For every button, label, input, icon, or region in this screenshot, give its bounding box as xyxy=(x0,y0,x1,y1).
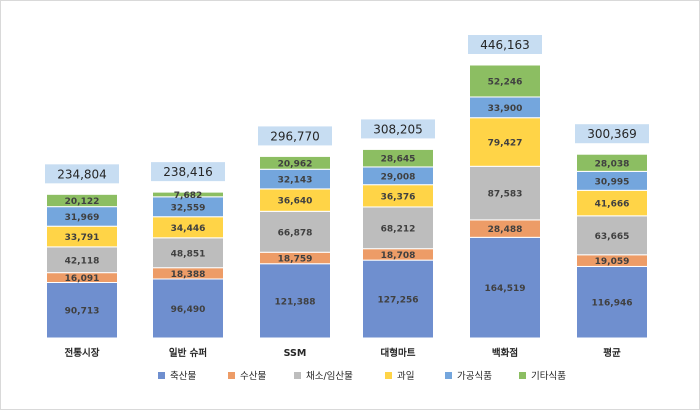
data-label: 36,376 xyxy=(381,192,416,202)
total-label: 238,416 xyxy=(163,165,213,179)
data-label: 68,212 xyxy=(381,224,416,234)
x-tick-label: 전통시장 xyxy=(65,347,100,359)
bar-segment-6-6 xyxy=(576,153,648,172)
bar-segment-6-3 xyxy=(259,155,331,170)
data-label: 18,708 xyxy=(381,251,416,261)
total-box xyxy=(361,119,435,139)
total-box xyxy=(45,164,119,184)
legend-swatch xyxy=(158,372,165,379)
data-label: 41,666 xyxy=(595,200,630,210)
data-label: 28,645 xyxy=(381,155,416,165)
bar-segment-6-4 xyxy=(362,148,434,168)
data-label: 63,665 xyxy=(595,232,630,242)
data-label: 66,878 xyxy=(278,228,313,238)
data-label: 29,008 xyxy=(381,172,416,182)
legend-swatch xyxy=(519,372,526,379)
data-label: 31,969 xyxy=(65,213,100,223)
data-label: 20,122 xyxy=(65,197,100,207)
data-label: 34,446 xyxy=(171,224,206,234)
data-label: 127,256 xyxy=(378,296,419,306)
bar-segment-4-5 xyxy=(469,117,541,167)
data-label: 52,246 xyxy=(488,77,523,87)
bar-segment-3-3 xyxy=(259,210,331,253)
x-tick-label: 일반 슈퍼 xyxy=(169,347,207,359)
legend-swatch xyxy=(228,372,235,379)
data-label: 42,118 xyxy=(65,256,100,266)
data-label: 19,059 xyxy=(595,257,630,267)
legend-label: 축산물 xyxy=(170,371,196,382)
bar-segment-3-2 xyxy=(152,237,224,269)
bar-segment-6-2 xyxy=(152,191,224,198)
bar-segment-1-6 xyxy=(576,265,648,339)
x-tick-label: SSM xyxy=(284,348,307,359)
data-label: 30,995 xyxy=(595,177,630,187)
data-label: 96,490 xyxy=(171,305,206,315)
x-tick-label: 평균 xyxy=(603,347,621,359)
legend-swatch xyxy=(294,372,301,379)
data-label: 116,946 xyxy=(592,299,633,309)
bar-segment-6-1 xyxy=(46,193,118,208)
legend-label: 채소/임산물 xyxy=(306,370,353,382)
data-label: 33,900 xyxy=(488,104,523,114)
data-label: 87,583 xyxy=(488,190,523,200)
data-label: 32,559 xyxy=(171,203,206,213)
legend-label: 과일 xyxy=(397,371,414,382)
data-label: 36,640 xyxy=(278,197,313,207)
total-box xyxy=(258,126,332,146)
data-label: 7,682 xyxy=(174,191,202,201)
data-label: 28,038 xyxy=(595,159,630,169)
total-label: 308,205 xyxy=(373,122,423,136)
total-label: 234,804 xyxy=(57,167,107,181)
total-box xyxy=(151,162,225,182)
legend-swatch xyxy=(385,372,392,379)
legend-label: 기타식품 xyxy=(531,371,566,382)
bar-segment-1-5 xyxy=(469,236,541,339)
data-label: 20,962 xyxy=(278,159,313,169)
legend-label: 수산물 xyxy=(240,371,266,382)
data-label: 164,519 xyxy=(485,284,526,294)
data-label: 121,388 xyxy=(275,297,316,307)
total-box xyxy=(575,124,649,144)
data-label: 48,851 xyxy=(171,249,206,259)
total-label: 296,770 xyxy=(270,129,320,143)
bar-segment-1-4 xyxy=(362,259,434,339)
x-tick-label: 백화점 xyxy=(492,347,518,359)
data-label: 33,791 xyxy=(65,233,100,243)
total-label: 446,163 xyxy=(480,38,530,52)
data-label: 79,427 xyxy=(488,139,523,149)
bar-segment-3-5 xyxy=(469,165,541,221)
total-box xyxy=(468,35,542,54)
data-label: 28,488 xyxy=(488,225,523,235)
data-label: 90,713 xyxy=(65,307,100,317)
data-label: 18,759 xyxy=(278,254,313,264)
legend-swatch xyxy=(445,372,452,379)
x-tick-label: 대형마트 xyxy=(381,347,416,359)
bar-segment-3-6 xyxy=(576,215,648,256)
bar-segment-3-4 xyxy=(362,206,434,250)
bar-segment-6-5 xyxy=(469,64,541,98)
legend-label: 가공식품 xyxy=(457,371,492,382)
total-label: 300,369 xyxy=(587,127,637,141)
data-label: 16,091 xyxy=(65,274,100,284)
data-label: 18,388 xyxy=(171,270,206,280)
data-label: 32,143 xyxy=(278,176,313,186)
